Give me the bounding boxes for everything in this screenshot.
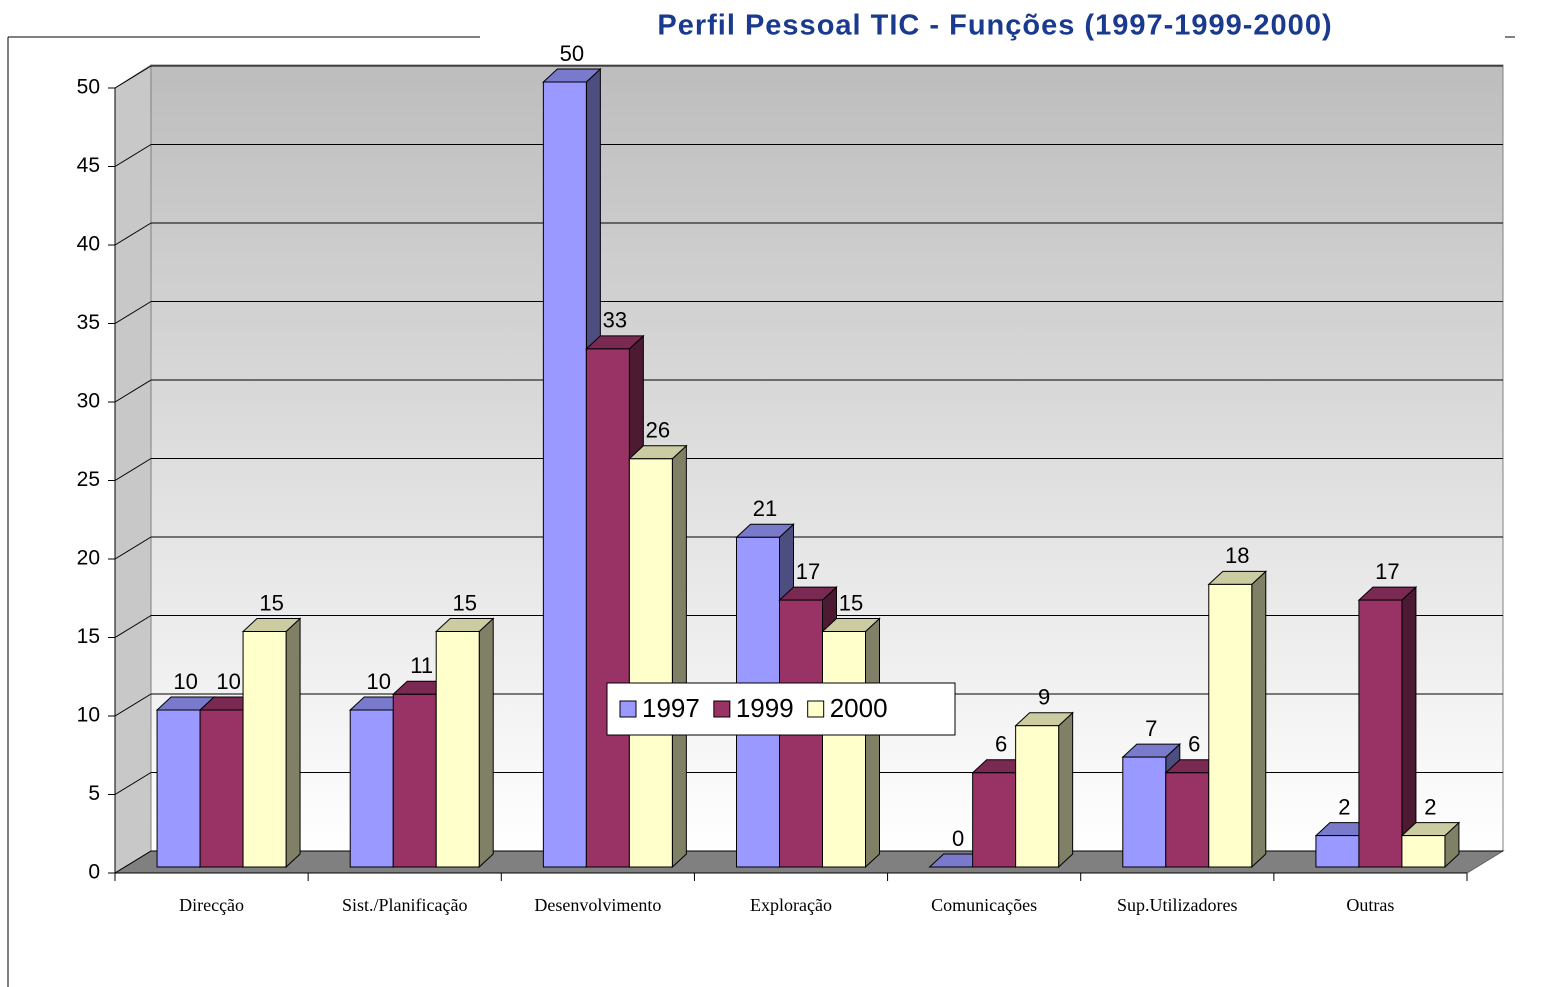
grid-line bbox=[114, 458, 152, 481]
grid-line bbox=[114, 536, 152, 560]
y-tick-label: 25 bbox=[77, 468, 100, 491]
bar-front bbox=[1015, 725, 1060, 868]
data-label: 2 bbox=[1338, 794, 1350, 819]
data-label: 10 bbox=[366, 669, 390, 694]
legend-swatch bbox=[619, 700, 637, 718]
grid-line bbox=[114, 850, 152, 874]
bar-front bbox=[1122, 756, 1167, 868]
data-label: 15 bbox=[839, 590, 863, 615]
grid-line bbox=[114, 615, 152, 638]
bar bbox=[821, 617, 881, 869]
legend-label: 1997 bbox=[642, 693, 700, 723]
data-label: 10 bbox=[216, 669, 240, 694]
bar-front bbox=[542, 81, 587, 868]
y-tick-label: 10 bbox=[77, 704, 100, 727]
bar-side bbox=[285, 617, 301, 869]
bar-front bbox=[349, 709, 394, 868]
bar bbox=[1357, 585, 1418, 869]
y-tick-label: 50 bbox=[77, 76, 100, 99]
data-label: 26 bbox=[646, 418, 670, 443]
y-tick-label: 30 bbox=[77, 390, 100, 413]
bar-front bbox=[628, 458, 673, 868]
bar-front bbox=[1315, 835, 1360, 868]
bar bbox=[1207, 570, 1268, 869]
chart-title: Perfil Pessoal TIC - Funções (1997-1999-… bbox=[657, 10, 1332, 42]
data-label: 33 bbox=[603, 308, 627, 333]
bar-front bbox=[392, 693, 437, 868]
x-tick-label: Exploração bbox=[750, 895, 832, 915]
x-tick-label: Sup.Utilizadores bbox=[1117, 895, 1237, 915]
x-tick-label: Desenvolvimento bbox=[534, 895, 661, 915]
bar-front bbox=[1358, 599, 1403, 868]
x-tick-label: Outras bbox=[1346, 895, 1394, 915]
bar-front bbox=[585, 348, 630, 868]
bar-front bbox=[199, 709, 244, 868]
data-label: 50 bbox=[560, 41, 584, 66]
legend-label: 2000 bbox=[830, 693, 888, 723]
bar-front bbox=[435, 631, 480, 868]
bar bbox=[1400, 821, 1461, 869]
y-tick-label: 0 bbox=[88, 861, 100, 884]
grid-line bbox=[114, 144, 152, 167]
data-label: 6 bbox=[1188, 732, 1200, 757]
data-label: 9 bbox=[1038, 685, 1050, 710]
bar-side bbox=[671, 444, 687, 869]
y-tick-label: 35 bbox=[77, 311, 100, 334]
data-label: 6 bbox=[995, 732, 1007, 757]
y-tick-label: 40 bbox=[77, 233, 100, 256]
data-label: 17 bbox=[796, 559, 820, 584]
y-tick-label: 15 bbox=[77, 625, 100, 648]
y-tick-label: 20 bbox=[77, 547, 100, 570]
grid-line bbox=[114, 65, 152, 89]
bar-front bbox=[1208, 583, 1253, 868]
data-label: 2 bbox=[1424, 794, 1436, 819]
data-label: 17 bbox=[1375, 559, 1399, 584]
legend-label: 1999 bbox=[736, 693, 794, 723]
data-label: 18 bbox=[1225, 543, 1249, 568]
bar-front bbox=[1401, 835, 1446, 868]
x-tick-label: Comunicações bbox=[931, 895, 1037, 915]
y-tick-label: 5 bbox=[88, 782, 100, 805]
bar-front bbox=[822, 631, 866, 868]
bar-front bbox=[1165, 772, 1210, 868]
frame bbox=[7, 36, 1515, 987]
data-label: 15 bbox=[259, 590, 283, 615]
y-tick-label: 45 bbox=[77, 154, 100, 177]
legend-swatch bbox=[713, 700, 731, 718]
bar-side bbox=[1058, 711, 1074, 869]
x-tick-label: Sist./Planificação bbox=[342, 895, 467, 915]
data-label: 0 bbox=[952, 826, 964, 851]
data-label: 11 bbox=[410, 653, 433, 678]
legend bbox=[606, 682, 956, 736]
grid-line bbox=[114, 222, 152, 246]
grid-line bbox=[114, 301, 152, 324]
legend-swatch bbox=[807, 700, 825, 718]
bar-side bbox=[478, 617, 494, 869]
data-label: 10 bbox=[173, 669, 197, 694]
data-label: 21 bbox=[753, 496, 777, 521]
bar-side bbox=[1251, 570, 1267, 869]
bar bbox=[1014, 711, 1074, 869]
bar-side bbox=[865, 617, 880, 869]
bar-front bbox=[156, 709, 201, 868]
grid-line bbox=[114, 379, 152, 403]
bar bbox=[434, 617, 495, 869]
x-tick-label: Direcção bbox=[179, 895, 244, 915]
grid-line bbox=[114, 693, 152, 717]
grid-line bbox=[114, 772, 152, 795]
data-label: 7 bbox=[1145, 716, 1157, 741]
data-label: 15 bbox=[452, 590, 476, 615]
bar-front bbox=[972, 772, 1017, 868]
bar bbox=[241, 617, 302, 869]
bar-front bbox=[242, 631, 287, 868]
bar bbox=[628, 444, 688, 869]
